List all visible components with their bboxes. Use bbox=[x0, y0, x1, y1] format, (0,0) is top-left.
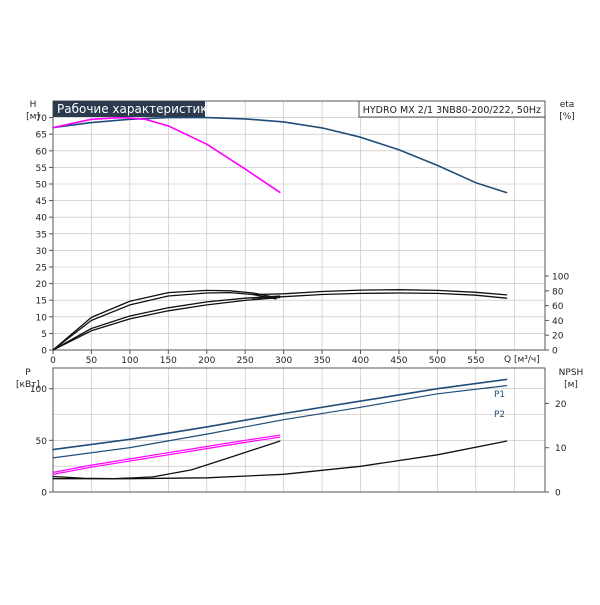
top-y-tick-label: 65 bbox=[36, 131, 47, 141]
top-y-tick-label: 20 bbox=[36, 280, 48, 290]
head-curve-magenta bbox=[52, 116, 281, 194]
top-x-tick-label: 200 bbox=[198, 356, 215, 366]
top-y-tick-label: 55 bbox=[36, 164, 47, 174]
p1-power-curve bbox=[52, 378, 508, 451]
bottom-tick-labels: 0 50 100 0 10 20 bbox=[30, 385, 567, 498]
top-y-tick-label: 60 bbox=[36, 147, 48, 157]
top-y-tick-label: 5 bbox=[41, 330, 47, 340]
top-x-tick-label: 500 bbox=[429, 356, 446, 366]
bottom-y2-axis-label: NPSH bbox=[559, 368, 584, 378]
power-curve-magenta bbox=[52, 436, 281, 475]
top-y-tick-label: 40 bbox=[36, 214, 48, 224]
top-x-tick-label: 50 bbox=[86, 356, 98, 366]
bottom-y2-tick-label: 10 bbox=[555, 444, 567, 454]
eta-curve-black bbox=[252, 289, 508, 296]
bottom-y-tick-label: 50 bbox=[36, 437, 48, 447]
top-y-axis-unit: [м] bbox=[26, 112, 40, 122]
top-y2-axis-label: eta bbox=[560, 100, 575, 110]
npsh-curve bbox=[52, 440, 281, 480]
top-x-tick-label: 150 bbox=[160, 356, 177, 366]
top-x-tick-label: 300 bbox=[275, 356, 292, 366]
bottom-y2-axis-unit: [м] bbox=[564, 380, 578, 390]
top-x-tick-label: 0 bbox=[50, 356, 56, 366]
top-x-tick-label: 350 bbox=[313, 356, 330, 366]
bottom-plot-frame bbox=[52, 367, 546, 493]
p2-power-curve bbox=[52, 385, 508, 459]
eta-curve-black bbox=[52, 295, 281, 351]
title-background bbox=[53, 101, 205, 117]
model-label: HYDRO MX 2/1 3NB80-200/222, 50Hz bbox=[363, 105, 541, 116]
head-curve-blue bbox=[52, 116, 508, 194]
top-y-tick-label: 30 bbox=[36, 247, 48, 257]
top-y2-tick-label: 0 bbox=[552, 347, 558, 357]
top-x-tick-label: 400 bbox=[352, 356, 369, 366]
top-x-tick-label: 450 bbox=[390, 356, 407, 366]
eta-curve-black bbox=[52, 296, 281, 351]
bottom-series-group bbox=[52, 378, 508, 480]
npsh-curve bbox=[52, 440, 508, 480]
bottom-y2-tick-label: 20 bbox=[555, 400, 567, 410]
model-label-box bbox=[358, 100, 546, 118]
bottom-y-tick-label: 100 bbox=[30, 385, 47, 395]
power-curve-magenta bbox=[52, 434, 281, 473]
top-y2-axis-unit: [%] bbox=[559, 112, 575, 122]
p1-series-label: P1 bbox=[494, 390, 505, 400]
p2-series-label: P2 bbox=[494, 410, 505, 420]
top-x-tick-label: 100 bbox=[121, 356, 138, 366]
top-y2-tick-label: 80 bbox=[552, 287, 564, 297]
eta-curve-black bbox=[52, 291, 277, 351]
top-x-tick-label: 250 bbox=[237, 356, 254, 366]
top-y-tick-label: 0 bbox=[41, 347, 47, 357]
top-x-tick-label: 550 bbox=[467, 356, 484, 366]
top-y-tick-label: 70 bbox=[36, 114, 48, 124]
top-y2-tick-label: 100 bbox=[552, 273, 569, 283]
top-x-axis-label: Q [м³/ч] bbox=[504, 355, 540, 365]
top-y-tick-label: 35 bbox=[36, 230, 47, 240]
top-plot-frame bbox=[52, 100, 546, 351]
top-y-tick-label: 25 bbox=[36, 264, 47, 274]
eta-curve-black bbox=[252, 292, 508, 299]
bottom-y-axis-label: P bbox=[25, 368, 31, 378]
top-series-group bbox=[52, 116, 508, 351]
eta-curve-black bbox=[52, 289, 277, 351]
top-y-tick-label: 50 bbox=[36, 181, 48, 191]
chart-title: Рабочие характеристики bbox=[57, 102, 215, 116]
top-y-tick-label: 45 bbox=[36, 197, 47, 207]
top-y2-tick-label: 60 bbox=[552, 302, 564, 312]
bottom-y-tick-label: 0 bbox=[41, 489, 47, 499]
top-grid bbox=[52, 101, 545, 351]
top-y-axis-label: H bbox=[30, 100, 37, 110]
top-y-tick-label: 10 bbox=[36, 313, 48, 323]
top-y-tick-label: 15 bbox=[36, 297, 47, 307]
bottom-y-axis-unit: [кВт] bbox=[16, 380, 40, 390]
top-y2-tick-label: 40 bbox=[552, 317, 564, 327]
top-y2-tick-label: 20 bbox=[552, 332, 564, 342]
bottom-y2-tick-label: 0 bbox=[555, 489, 561, 499]
bottom-grid bbox=[52, 368, 545, 493]
